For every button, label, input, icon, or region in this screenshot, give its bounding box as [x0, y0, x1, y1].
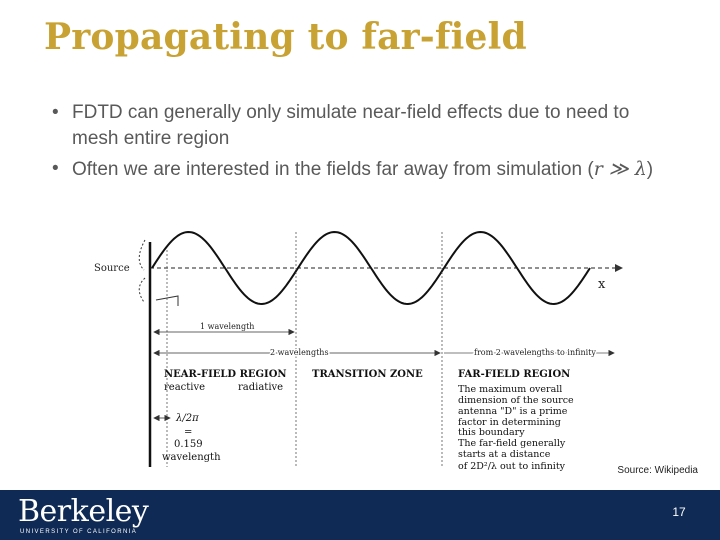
bullet-text-end: ): [646, 159, 654, 180]
x-axis-label: x: [598, 277, 606, 292]
bullet-item: Often we are interested in the fields fa…: [46, 156, 656, 183]
bullet-text: Often we are interested in the fields fa…: [72, 159, 594, 180]
far-field-desc-line: antenna "D" is a prime: [458, 406, 568, 417]
field-regions-diagram: Source x 1 wavelength 2 wavelengths from…: [94, 230, 623, 472]
footer-bar: Berkeley UNIVERSITY OF CALIFORNIA 17: [0, 490, 720, 540]
radiative-label: radiative: [238, 382, 283, 393]
bullet-list: FDTD can generally only simulate near-fi…: [46, 100, 656, 187]
far-field-desc-line: this boundary: [458, 427, 525, 438]
far-field-description: The maximum overall dimension of the sou…: [458, 384, 574, 472]
bullet-text: FDTD can generally only simulate near-fi…: [72, 102, 630, 149]
value-label: 0.159: [174, 439, 203, 450]
far-field-desc-line: dimension of the source: [458, 395, 574, 406]
far-field-desc-line: The maximum overall: [458, 384, 562, 395]
far-field-desc-line: The far-field generally: [458, 438, 566, 449]
bullet-item: FDTD can generally only simulate near-fi…: [46, 100, 656, 152]
near-field-boundary: [155, 295, 179, 306]
infinity-label: from 2 wavelengths to infinity: [474, 348, 596, 357]
wave-curve: [151, 230, 591, 306]
page-number: 17: [672, 505, 686, 519]
source-credit: Source: Wikipedia: [617, 465, 698, 476]
source-label: Source: [94, 263, 130, 274]
berkeley-logo: Berkeley: [18, 494, 149, 529]
far-field-desc-line: starts at a distance: [458, 449, 551, 460]
logo-subtext: UNIVERSITY OF CALIFORNIA: [20, 529, 138, 535]
far-field-heading: FAR-FIELD REGION: [458, 369, 570, 380]
lambda-label: λ/2π: [175, 413, 199, 424]
near-field-heading: NEAR-FIELD REGION: [164, 369, 287, 380]
equals-sign: =: [184, 427, 192, 438]
two-wavelength-label: 2 wavelengths: [270, 348, 329, 357]
one-wavelength-label: 1 wavelength: [200, 322, 254, 331]
source-waves: [138, 239, 146, 303]
transition-zone-heading: TRANSITION ZONE: [312, 369, 423, 380]
slide-title: Propagating to far-field: [44, 16, 527, 58]
wavelength-word: wavelength: [162, 452, 221, 463]
math-expression: r ≫ λ: [593, 158, 647, 180]
far-field-desc-line: of 2D²/λ out to infinity: [458, 461, 566, 472]
far-field-desc-line: factor in determining: [458, 417, 561, 428]
reactive-label: reactive: [164, 382, 205, 393]
